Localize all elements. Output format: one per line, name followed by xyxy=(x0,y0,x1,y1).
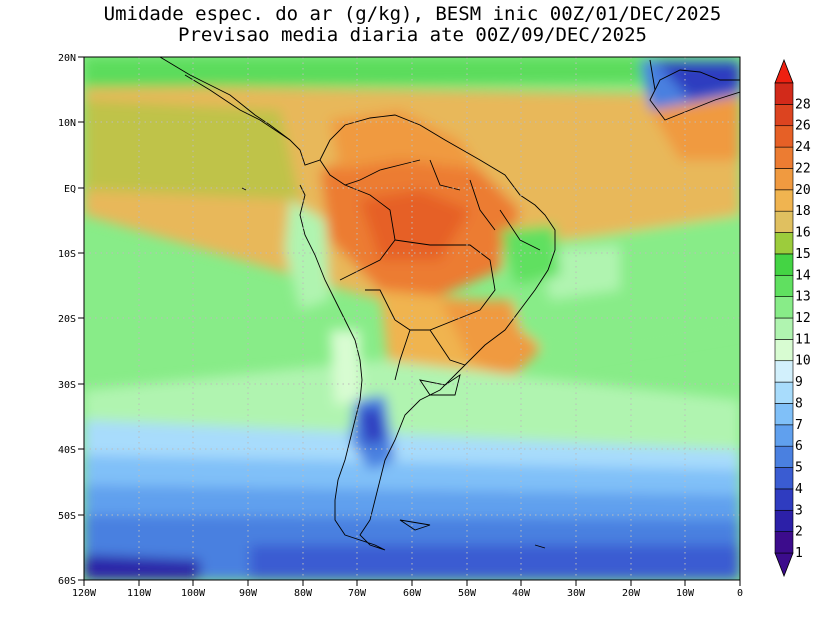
colorbar-label: 1 xyxy=(795,546,803,561)
colorbar-label: 18 xyxy=(795,204,811,219)
colorbar-label: 26 xyxy=(795,119,811,134)
lon-label: 10W xyxy=(676,588,695,599)
colorbar-label: 24 xyxy=(795,140,811,155)
colorbar-swatch xyxy=(774,104,794,127)
colorbar-label: 7 xyxy=(795,418,803,433)
latitude-axis: 20N 10N EQ 10S 20S 30S 40S 50S 60S xyxy=(58,53,84,587)
coastlines xyxy=(159,57,740,551)
colorbar-label: 16 xyxy=(795,226,811,241)
colorbar-label: 15 xyxy=(795,247,811,262)
colorbar-label: 8 xyxy=(795,396,803,411)
colorbar-swatch xyxy=(774,274,794,297)
colorbar-label: 10 xyxy=(795,354,811,369)
colorbar-swatch xyxy=(774,146,794,169)
lat-label: 20S xyxy=(58,314,76,325)
colorbar-top-arrow xyxy=(774,58,794,84)
lon-label: 80W xyxy=(294,588,313,599)
colorbar-label: 6 xyxy=(795,439,803,454)
lon-label: 60W xyxy=(403,588,422,599)
lat-label: 60S xyxy=(58,576,76,587)
colorbar-swatch xyxy=(774,403,794,426)
lon-label: 120W xyxy=(72,588,97,599)
colorbar-swatch xyxy=(774,360,794,383)
colorbar-label: 5 xyxy=(795,461,803,476)
colorbar-swatch xyxy=(774,125,794,148)
lon-label: 110W xyxy=(127,588,152,599)
colorbar-swatch xyxy=(774,210,794,233)
graticule xyxy=(84,57,740,580)
lon-label: 100W xyxy=(181,588,206,599)
colorbar-swatch xyxy=(774,509,794,532)
lat-label: 50S xyxy=(58,511,76,522)
map-title-line2: Previsao media diaria ate 00Z/09/DEC/202… xyxy=(178,24,647,46)
colorbar-label: 2 xyxy=(795,525,803,540)
colorbar-swatch xyxy=(774,339,794,362)
colorbar-swatch xyxy=(774,381,794,404)
lat-label: 10S xyxy=(58,249,76,260)
colorbar-swatch xyxy=(774,467,794,490)
colorbar-label: 12 xyxy=(795,311,811,326)
colorbar-label: 9 xyxy=(795,375,803,390)
colorbar-label: 13 xyxy=(795,290,811,305)
colorbar-swatch xyxy=(774,317,794,340)
colorbar-swatch xyxy=(774,424,794,447)
lon-label: 30W xyxy=(567,588,586,599)
colorbar-bottom-arrow xyxy=(774,552,794,578)
colorbar-swatch xyxy=(774,82,794,105)
lat-label: 10N xyxy=(58,118,76,129)
colorbar-label: 22 xyxy=(795,161,811,176)
lat-label: 40S xyxy=(58,445,76,456)
lon-label: 50W xyxy=(458,588,477,599)
colorbar-swatch xyxy=(774,168,794,191)
lon-label: 40W xyxy=(512,588,531,599)
colorbar-swatch xyxy=(774,531,794,554)
colorbar-swatch xyxy=(774,488,794,511)
longitude-axis: 120W 110W 100W 90W 80W 70W 60W 50W 40W 3… xyxy=(72,580,743,599)
lat-label: 30S xyxy=(58,380,76,391)
colorbar-label: 3 xyxy=(795,503,803,518)
colorbar-swatch xyxy=(774,189,794,212)
lon-label: 70W xyxy=(348,588,367,599)
colorbar-label: 20 xyxy=(795,183,811,198)
colorbar-swatch xyxy=(774,253,794,276)
lon-label: 0 xyxy=(737,588,743,599)
colorbar-label: 4 xyxy=(795,482,803,497)
colorbar-swatch xyxy=(774,445,794,468)
lat-label: EQ xyxy=(64,184,76,195)
colorbar-label: 28 xyxy=(795,97,811,112)
map-title-line1: Umidade espec. do ar (g/kg), BESM inic 0… xyxy=(103,3,722,25)
lat-label: 20N xyxy=(58,53,76,64)
colorbar-swatch xyxy=(774,296,794,319)
lon-label: 20W xyxy=(622,588,641,599)
colorbar-label: 11 xyxy=(795,332,811,347)
lon-label: 90W xyxy=(239,588,258,599)
colorbar-swatch xyxy=(774,232,794,255)
colorbar-label: 14 xyxy=(795,268,811,283)
